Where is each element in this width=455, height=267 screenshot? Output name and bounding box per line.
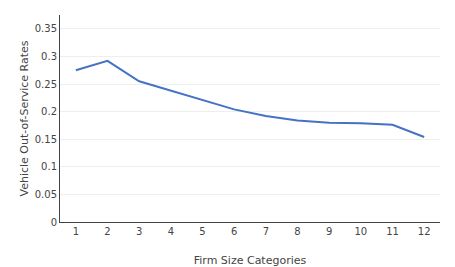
svg-text:3: 3 [136, 226, 142, 237]
svg-text:6: 6 [231, 226, 237, 237]
svg-text:0.1: 0.1 [41, 161, 57, 172]
svg-text:0.35: 0.35 [35, 23, 57, 34]
svg-text:2: 2 [104, 226, 110, 237]
svg-text:Firm Size Categories: Firm Size Categories [194, 254, 307, 267]
svg-text:10: 10 [354, 226, 367, 237]
svg-text:Vehicle Out-of-Service Rates: Vehicle Out-of-Service Rates [18, 40, 31, 196]
svg-text:0.15: 0.15 [35, 134, 57, 145]
svg-text:1: 1 [73, 226, 79, 237]
svg-text:0.2: 0.2 [41, 106, 57, 117]
svg-text:0.05: 0.05 [35, 189, 57, 200]
svg-text:0.3: 0.3 [41, 51, 57, 62]
svg-text:7: 7 [263, 226, 269, 237]
svg-text:5: 5 [199, 226, 205, 237]
svg-text:11: 11 [386, 226, 399, 237]
svg-text:12: 12 [418, 226, 431, 237]
svg-text:4: 4 [168, 226, 174, 237]
svg-text:9: 9 [326, 226, 332, 237]
svg-text:0.25: 0.25 [35, 79, 57, 90]
svg-text:8: 8 [294, 226, 300, 237]
svg-text:0: 0 [51, 217, 57, 228]
